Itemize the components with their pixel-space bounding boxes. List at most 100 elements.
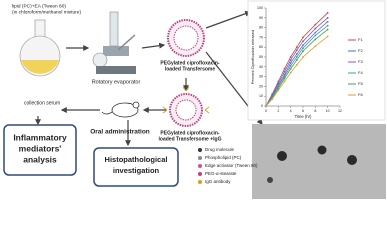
- point: [289, 61, 292, 64]
- point: [302, 56, 304, 58]
- box-text: mediators': [19, 143, 62, 153]
- vesicle-label: loaded Transfersome: [165, 66, 216, 72]
- legend-label: PEG-α-stearate: [205, 171, 237, 176]
- legend-icon: [198, 172, 202, 176]
- point: [265, 105, 267, 107]
- point: [283, 70, 286, 73]
- x-tick-label: 8: [314, 109, 316, 113]
- legend-icon: [198, 164, 202, 168]
- point: [289, 56, 292, 58]
- point: [326, 35, 329, 38]
- box: [93, 147, 179, 187]
- box-text: Histopathological: [105, 155, 168, 164]
- point: [295, 46, 298, 49]
- point: [289, 71, 292, 74]
- y-tick-label: 0: [261, 104, 263, 108]
- x-tick-label: 0: [265, 109, 267, 113]
- point: [295, 53, 298, 55]
- evaporator-label: Rotatory evaporator: [92, 79, 141, 85]
- legend-label: F3: [358, 59, 363, 64]
- point: [302, 36, 304, 39]
- point: [289, 67, 292, 70]
- point: [295, 63, 298, 66]
- lipid-text: lipid (PC)+EA (Tween 80): [12, 3, 66, 9]
- legend-label: Phospholipid (PC): [205, 155, 242, 160]
- point: [295, 59, 298, 61]
- x-tick-label: 12: [338, 109, 342, 113]
- point: [277, 89, 280, 92]
- legend-label: F1: [358, 37, 363, 42]
- point: [314, 38, 317, 41]
- lipid-text: (in chloroform/methanol mixture): [12, 9, 81, 15]
- point: [295, 49, 298, 52]
- box: [3, 124, 77, 176]
- point: [283, 77, 286, 80]
- point: [326, 16, 329, 19]
- legend-icon: [198, 180, 202, 184]
- arrow: [141, 42, 166, 49]
- point: [295, 56, 298, 58]
- point: [314, 31, 317, 34]
- legend-label: Drug molecule: [205, 147, 235, 152]
- point: [283, 75, 286, 78]
- x-tick-label: 10: [326, 109, 330, 113]
- x-tick-label: 2: [277, 109, 279, 113]
- legend-label: F2: [358, 48, 363, 53]
- point: [314, 45, 317, 48]
- point: [283, 80, 286, 83]
- graphical-abstract: lipid (PC)+EA (Tween 80)(in chloroform/m…: [3, 0, 386, 199]
- point: [314, 34, 317, 37]
- point: [302, 40, 304, 43]
- serum-label: collection serum: [24, 100, 60, 106]
- point: [289, 59, 292, 61]
- legend-icon: [198, 148, 202, 152]
- y-tick-label: 10: [259, 94, 263, 98]
- tem-image: [252, 124, 386, 199]
- legend-icon: [198, 156, 202, 160]
- point: [314, 27, 317, 30]
- point: [277, 87, 280, 90]
- oral-label: Oral administration: [90, 129, 150, 136]
- box-text: analysis: [23, 154, 57, 164]
- y-tick-label: 40: [259, 65, 263, 69]
- box-text: Inflammatory: [13, 132, 67, 142]
- y-tick-label: 90: [259, 16, 263, 20]
- point: [302, 44, 304, 47]
- legend-label: IgG antibody: [205, 179, 231, 184]
- legend-label: F6: [358, 92, 363, 97]
- point: [326, 24, 329, 27]
- point: [326, 28, 329, 31]
- flask: [19, 19, 61, 77]
- arrow: [205, 10, 252, 29]
- vesicle-igg-label: loaded Transfersome +IgG: [159, 136, 222, 142]
- point: [326, 20, 329, 23]
- x-tick-label: 4: [290, 109, 292, 113]
- y-tick-label: 20: [259, 84, 263, 88]
- legend-label: F5: [358, 81, 363, 86]
- point: [277, 85, 280, 88]
- y-tick-label: 60: [259, 45, 263, 49]
- y-tick-label: 100: [257, 6, 263, 10]
- point: [271, 98, 274, 101]
- legend-label: Edge activator (Tween 80): [205, 163, 258, 168]
- legend-label: F4: [358, 70, 363, 75]
- y-axis-label: Percent Ciprofloxacin released: [250, 30, 255, 84]
- point: [283, 67, 286, 70]
- vesicle-label: PEGylated ciprofloxacin-: [160, 60, 220, 66]
- mouse-icon: [101, 101, 140, 118]
- x-axis-label: Time (hr): [295, 114, 312, 119]
- vesicle: [167, 19, 205, 57]
- box-text: investigation: [113, 166, 160, 175]
- x-tick-label: 6: [302, 109, 304, 113]
- vesicle-igg: [162, 86, 210, 127]
- point: [302, 47, 304, 50]
- vesicle-igg-label: PEGylated ciprofloxacin-: [160, 130, 220, 136]
- rotary-evaporator: [92, 11, 136, 74]
- point: [302, 50, 304, 53]
- point: [314, 23, 317, 26]
- point: [326, 12, 329, 14]
- point: [289, 64, 292, 67]
- y-tick-label: 30: [259, 75, 263, 79]
- y-tick-label: 70: [259, 35, 263, 39]
- y-tick-label: 50: [259, 55, 263, 59]
